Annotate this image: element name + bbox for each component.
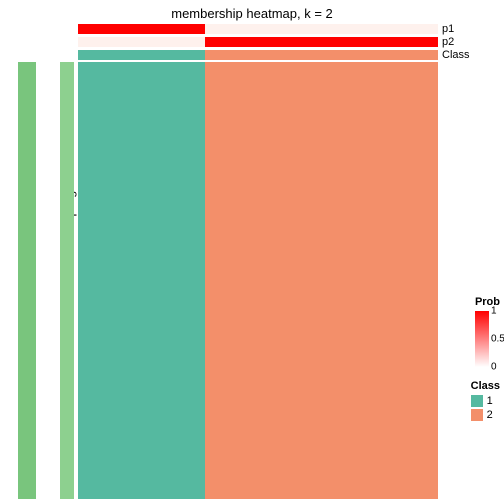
chart-title: membership heatmap, k = 2 — [0, 6, 504, 21]
annotation-segment — [205, 37, 438, 47]
legend-prob-tick: 0.5 — [491, 334, 504, 345]
heatmap-column — [78, 62, 205, 499]
inner-vertical-bar — [60, 62, 74, 499]
legend-class-items: 12 — [471, 395, 500, 421]
annotation-segment — [78, 24, 205, 34]
annotation-segment — [205, 24, 438, 34]
legend-prob-gradient: 10.50 — [475, 311, 489, 367]
heatmap-column — [205, 62, 438, 499]
annotation-segment — [78, 50, 205, 60]
legend-class-item: 1 — [471, 395, 500, 407]
annotation-p2-label: p2 — [438, 37, 454, 47]
legend-class-item: 2 — [471, 409, 500, 421]
outer-vertical-bar — [18, 62, 36, 499]
legend-class-label: 1 — [487, 395, 493, 407]
legend-prob-tick: 1 — [491, 306, 497, 317]
legend-prob: Prob 10.50 — [475, 296, 500, 367]
heatmap-body — [78, 62, 438, 499]
annotation-p1-label: p1 — [438, 24, 454, 34]
legend-class-title: Class — [471, 380, 500, 392]
legend-class: Class 12 — [471, 380, 500, 423]
legend-class-swatch — [471, 409, 483, 421]
annotation-segment — [78, 37, 205, 47]
annotation-segment — [205, 50, 438, 60]
annotation-class-label: Class — [438, 50, 470, 60]
legend-class-label: 2 — [487, 409, 493, 421]
annotation-p1: p1 — [78, 24, 438, 34]
annotation-class: Class — [78, 50, 438, 60]
legend-class-swatch — [471, 395, 483, 407]
legend-prob-tick: 0 — [491, 362, 497, 373]
annotation-rows: p1 p2 Class — [78, 24, 438, 63]
annotation-p2: p2 — [78, 37, 438, 47]
